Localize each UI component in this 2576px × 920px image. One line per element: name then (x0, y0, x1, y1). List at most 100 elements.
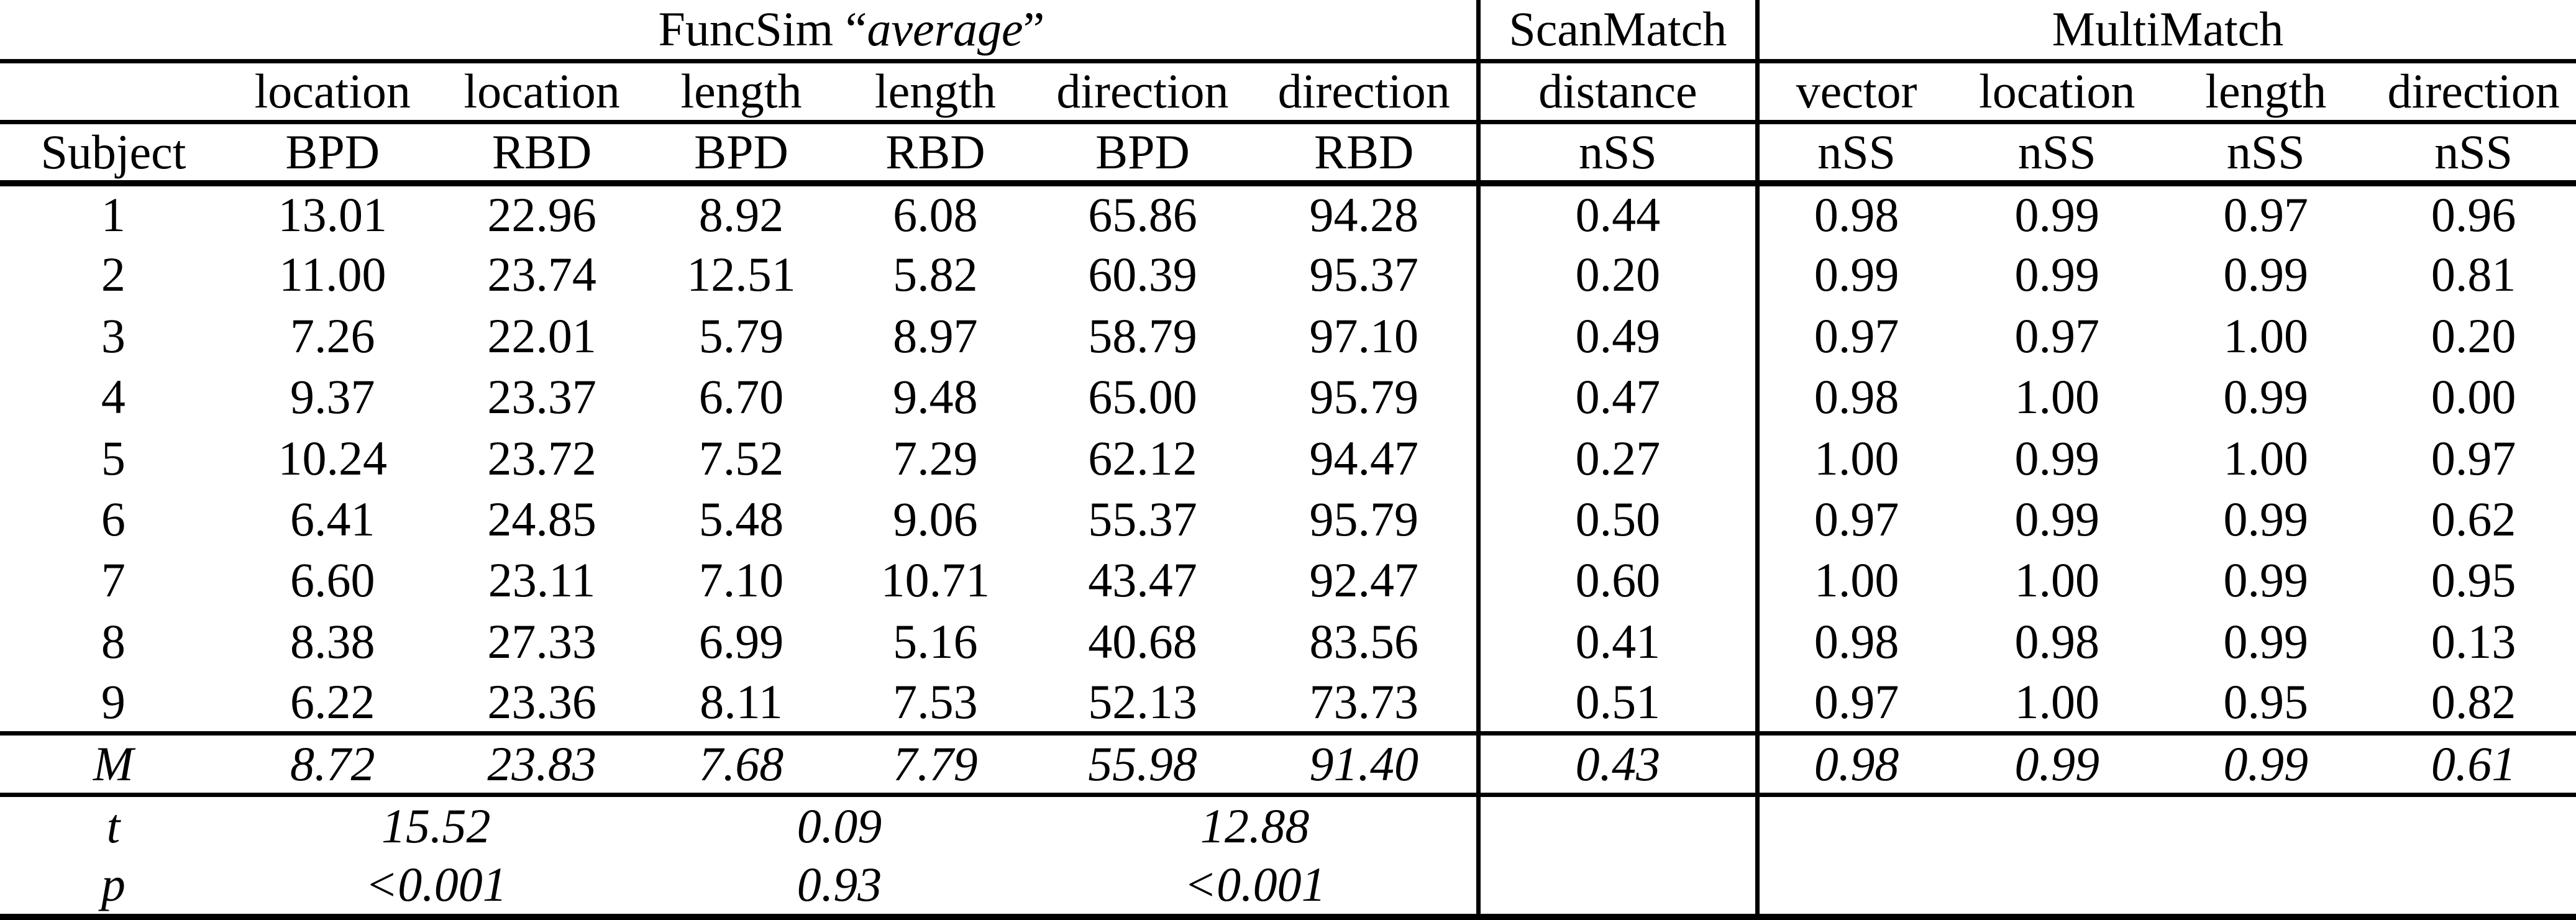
table-row: 1 13.01 22.96 8.92 6.08 65.86 94.28 0.44 0.98 0.9… (0, 183, 2576, 244)
data-cell: 0.99 (2223, 491, 2309, 546)
group-header-scanmatch: ScanMatch (1476, 0, 1760, 63)
data-cell: 43.47 (1088, 553, 1197, 608)
table-row: 9 6.22 23.36 8.11 7.53 52.13 73.73 0.51 0.97 1.00… (0, 672, 2576, 736)
unit-header: nSS (1476, 122, 1760, 186)
mean-cell: 91.40 (1251, 733, 1479, 797)
mean-cell: 8.72 (226, 733, 439, 797)
data-cell: 0.95 (2160, 672, 2372, 736)
data-cell: 0.97 (2431, 430, 2516, 485)
unit-header: BPD (645, 122, 838, 186)
data-cell: 40.68 (1088, 614, 1197, 668)
table-row: 2 11.00 23.74 12.51 5.82 60.39 95.37 0.20 0.99 0.… (0, 244, 2576, 306)
subject-cell: 2 (101, 247, 126, 302)
table-row: 4 9.37 23.37 6.70 9.48 65.00 95.79 0.47 0.98 1.00… (0, 366, 2576, 428)
t-value-direction: 12.88 (1200, 799, 1310, 854)
data-cell: 8.97 (893, 308, 978, 363)
table-header: FuncSim “average” ScanMatch MultiMatch l… (0, 0, 2576, 186)
data-cell: 94.47 (1309, 430, 1418, 485)
table-row: 8 8.38 27.33 6.99 5.16 40.68 83.56 0.41 0.98 0.98… (0, 611, 2576, 673)
data-cell: 6.08 (893, 188, 978, 242)
unit-header: RBD (438, 122, 646, 186)
data-cell: 23.11 (488, 553, 596, 608)
data-cell: 23.37 (487, 370, 596, 424)
unit-header: BPD (226, 122, 439, 186)
subject-cell: 5 (101, 430, 126, 485)
group-header-multimatch: MultiMatch (1757, 0, 2576, 63)
data-cell: 65.86 (1088, 188, 1197, 242)
data-cell: 0.97 (1814, 308, 1899, 363)
p-row-label: p (0, 855, 227, 920)
data-cell: 1.00 (2014, 553, 2099, 608)
group-header-funcsim: FuncSim “average” (226, 0, 1479, 63)
data-cell: 0.98 (1814, 188, 1899, 242)
p-multimatch-empty (1757, 855, 2576, 920)
data-cell: 6.22 (226, 672, 439, 736)
funcsim-label-suffix: ” (1023, 2, 1045, 57)
t-row-label: t (106, 799, 121, 854)
data-cell: 52.13 (1033, 672, 1252, 736)
data-cell: 0.82 (2371, 672, 2576, 736)
data-cell: 0.97 (1757, 672, 1954, 736)
data-cell: 0.50 (1476, 488, 1760, 550)
p-value-location: <0.001 (226, 855, 646, 920)
measure-header: location (1953, 61, 2161, 124)
data-cell: 8.38 (290, 614, 375, 668)
mean-cell: 7.79 (837, 733, 1034, 797)
mean-cell: 0.61 (2371, 733, 2576, 797)
data-cell: 13.01 (278, 188, 387, 242)
data-cell: 1.00 (1814, 430, 1899, 485)
data-cell: 6.99 (698, 614, 784, 668)
data-cell: 7.53 (837, 672, 1034, 736)
group-header-row: FuncSim “average” ScanMatch MultiMatch (0, 0, 2576, 63)
data-cell: 0.62 (2431, 491, 2516, 546)
data-cell: 8.11 (645, 672, 838, 736)
subject-cell: 1 (101, 188, 126, 242)
unit-header: nSS (1757, 122, 1954, 186)
data-cell: 27.33 (487, 614, 596, 668)
data-cell: 7.26 (290, 308, 375, 363)
measure-header: location (438, 61, 646, 124)
measure-header: vector (1757, 61, 1954, 124)
unit-header: RBD (837, 122, 1034, 186)
data-cell: 10.71 (880, 553, 990, 608)
data-cell: 10.24 (278, 430, 387, 485)
subject-cell: 7 (101, 553, 126, 608)
data-cell: 0.99 (2014, 491, 2099, 546)
data-cell: 0.96 (2431, 188, 2516, 242)
t-scanmatch-empty (1476, 795, 1760, 856)
data-cell: 1.00 (2014, 370, 2099, 424)
data-cell: 92.47 (1309, 553, 1418, 608)
data-cell: 94.28 (1309, 188, 1418, 242)
data-cell: 5.82 (893, 247, 978, 302)
mean-cell: 0.99 (1953, 733, 2161, 797)
group-header-empty (0, 0, 227, 63)
unit-header: RBD (1251, 122, 1479, 186)
data-cell: 0.60 (1476, 550, 1760, 611)
mean-cell: 0.98 (1757, 733, 1954, 797)
data-cell: 5.48 (698, 491, 784, 546)
data-cell: 0.98 (1814, 614, 1899, 668)
table-row: 5 10.24 23.72 7.52 7.29 62.12 94.47 0.27 1.00 0.9… (0, 427, 2576, 489)
t-value-length: 0.09 (797, 799, 882, 854)
data-cell: 9.48 (893, 370, 978, 424)
data-cell: 0.27 (1476, 427, 1760, 489)
data-cell: 0.99 (2223, 247, 2309, 302)
data-cell: 7.52 (698, 430, 784, 485)
data-cell: 55.37 (1088, 491, 1197, 546)
mean-row-label: M (0, 733, 227, 797)
data-cell: 62.12 (1088, 430, 1197, 485)
data-cell: 95.79 (1309, 370, 1418, 424)
data-cell: 9.37 (290, 370, 375, 424)
data-cell: 0.20 (1476, 244, 1760, 306)
data-cell: 0.99 (1814, 247, 1899, 302)
data-cell: 0.49 (1476, 305, 1760, 367)
data-cell: 0.99 (2223, 370, 2309, 424)
data-cell: 0.99 (2223, 553, 2309, 608)
stat-rows: t 15.52 0.09 12.88 p <0.001 0.93 <0.001 (0, 795, 2576, 920)
table-row: 7 6.60 23.11 7.10 10.71 43.47 92.47 0.60 1.00 1.0… (0, 550, 2576, 611)
data-cell: 0.99 (2014, 247, 2099, 302)
data-cell: 60.39 (1088, 247, 1197, 302)
data-cell: 1.00 (1814, 553, 1899, 608)
subject-cell: 3 (101, 308, 126, 363)
subject-column-header: Subject (0, 122, 227, 186)
